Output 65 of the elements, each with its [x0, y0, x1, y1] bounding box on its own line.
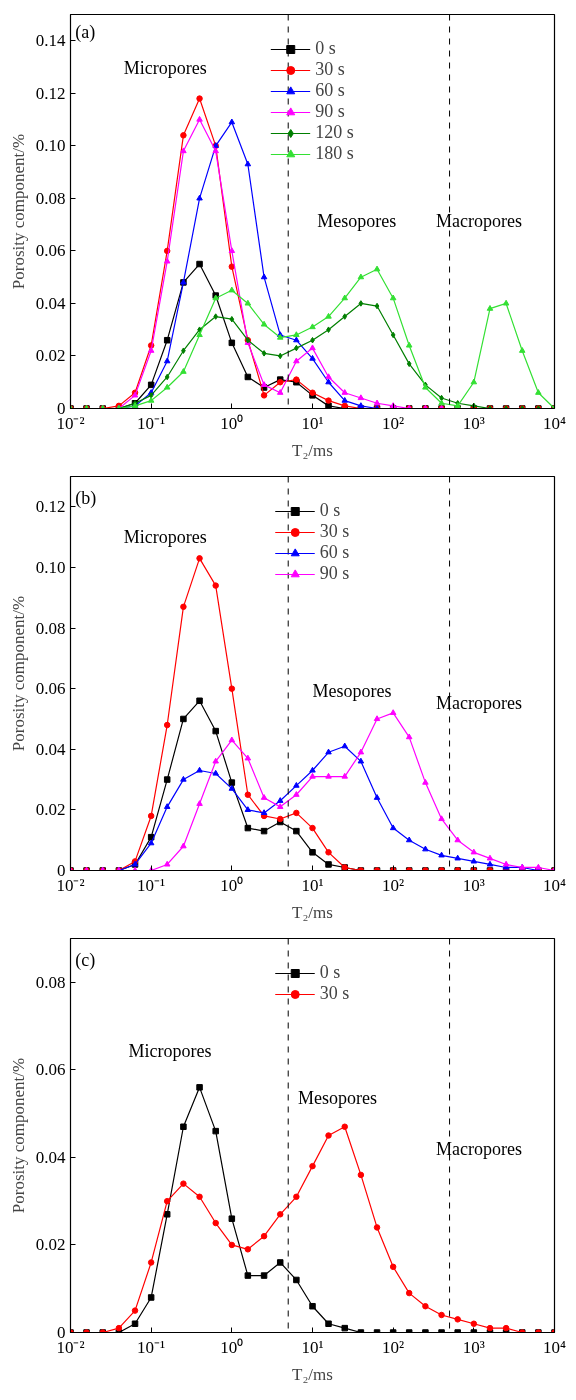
x-tick-label: 10⁰ [220, 875, 244, 895]
annotation: Mesopores [312, 681, 392, 702]
legend-label: 0 s [319, 500, 341, 521]
y-tick-label: 0.10 [35, 136, 66, 156]
x-tick-label: 10⁻¹ [137, 875, 166, 895]
legend-label: 0 s [315, 38, 336, 59]
x-tick-label: 10⁴ [543, 413, 567, 433]
y-tick-label: 0.06 [35, 1060, 66, 1080]
x-tick-label: 10⁰ [220, 1337, 244, 1357]
y-axis-title: Porosity component/% [8, 1057, 28, 1214]
annotation: Macropores [435, 692, 522, 713]
annotation: Mesopores [317, 211, 397, 232]
x-tick-label: 10¹ [301, 413, 324, 433]
x-tick-label: 10¹ [301, 1337, 324, 1357]
x-tick-label: 10² [382, 1337, 405, 1357]
annotation: Micropores [123, 527, 207, 548]
y-tick-label: 0.08 [35, 618, 66, 638]
legend-label: 0 s [319, 962, 341, 983]
annotation: (b) [75, 488, 97, 510]
legend-label: 60 s [315, 80, 345, 101]
x-tick-label: 10³ [462, 1337, 485, 1357]
y-tick-label: 0.12 [35, 497, 66, 517]
x-axis-title: T₂/ms [292, 902, 333, 922]
annotation: Mesopores [297, 1087, 377, 1108]
y-tick-label: 0.04 [35, 739, 66, 759]
y-tick-label: 0.10 [35, 557, 66, 577]
y-tick-label: 0.08 [35, 188, 66, 208]
annotation: (a) [75, 22, 96, 44]
legend-label: 60 s [319, 542, 350, 563]
x-axis-title: T₂/ms [292, 440, 333, 460]
legend-label: 180 s [315, 143, 354, 164]
annotation: (c) [75, 950, 96, 972]
y-tick-label: 0.02 [35, 346, 66, 366]
x-tick-label: 10⁴ [543, 1337, 567, 1357]
legend-label: 30 s [319, 983, 350, 1004]
y-tick-label: 0.02 [35, 800, 66, 820]
x-tick-label: 10⁴ [543, 875, 567, 895]
legend-label: 30 s [319, 521, 350, 542]
legend-label: 90 s [319, 563, 350, 584]
x-axis-title: T₂/ms [292, 1364, 333, 1384]
y-tick-label: 0.04 [35, 293, 66, 313]
annotation: Macropores [435, 211, 522, 232]
x-tick-label: 10⁻¹ [137, 1337, 166, 1357]
legend-label: 90 s [315, 101, 345, 122]
legend-label: 120 s [315, 122, 354, 143]
annotation: Micropores [123, 57, 207, 78]
x-tick-label: 10² [382, 875, 405, 895]
y-tick-label: 0.04 [35, 1147, 66, 1167]
y-tick-label: 0.12 [35, 83, 66, 103]
x-tick-label: 10³ [462, 875, 485, 895]
annotation: Micropores [128, 1040, 212, 1061]
y-axis-title: Porosity component/% [8, 595, 28, 752]
x-tick-label: 10¹ [301, 875, 324, 895]
y-tick-label: 0.06 [35, 241, 66, 261]
y-tick-label: 0.06 [35, 679, 66, 699]
x-tick-label: 10⁰ [220, 413, 244, 433]
y-tick-label: 0.08 [35, 972, 66, 992]
x-tick-label: 10⁻¹ [137, 413, 166, 433]
legend-label: 30 s [315, 59, 345, 80]
y-tick-label: 0.02 [35, 1235, 66, 1255]
x-tick-label: 10³ [462, 413, 485, 433]
y-tick-label: 0.14 [35, 31, 66, 51]
y-axis-title: Porosity component/% [8, 133, 28, 290]
annotation: Macropores [435, 1139, 522, 1160]
x-tick-label: 10² [382, 413, 405, 433]
